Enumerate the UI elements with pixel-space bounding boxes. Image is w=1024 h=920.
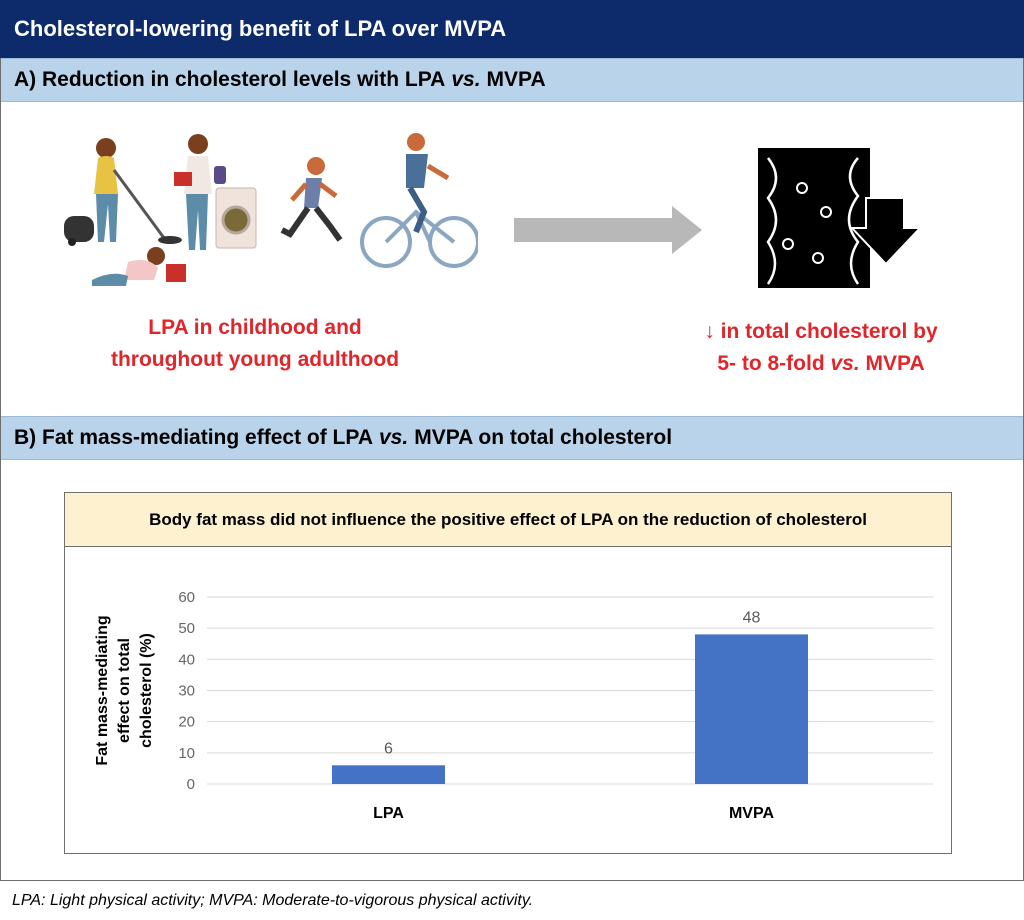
section-b-vs: vs. bbox=[379, 426, 409, 449]
page-title-text: Cholesterol-lowering benefit of LPA over… bbox=[14, 16, 507, 41]
light-activity-illustration bbox=[64, 133, 478, 286]
y-axis-label-line-3: cholesterol (%) bbox=[138, 633, 155, 748]
x-tick-label-mvpa: MVPA bbox=[729, 805, 774, 822]
data-label-lpa: 6 bbox=[384, 740, 393, 757]
y-tick-label-40: 40 bbox=[178, 651, 195, 668]
lpa-caption-line1: LPA in childhood and bbox=[148, 316, 362, 339]
artery-cholesterol-icon bbox=[758, 148, 923, 288]
y-tick-label-30: 30 bbox=[178, 683, 195, 700]
section-b-header: B) Fat mass-mediating effect of LPA vs. … bbox=[0, 416, 1024, 460]
fold-text: 5- to 8-fold bbox=[717, 352, 825, 375]
cholesterol-caption-line1: ↓ in total cholesterol by bbox=[704, 320, 938, 343]
left-border bbox=[0, 58, 1, 880]
y-axis-label-line-1: Fat mass-mediating bbox=[94, 615, 111, 765]
caption-vs: vs. bbox=[830, 352, 860, 375]
section-b-suffix: MVPA on total cholesterol bbox=[414, 426, 673, 449]
chart-frame: Body fat mass did not influence the posi… bbox=[64, 492, 952, 854]
y-tick-label-10: 10 bbox=[178, 745, 195, 762]
right-arrow-icon bbox=[514, 206, 702, 254]
bar-mvpa bbox=[695, 634, 808, 784]
bar-lpa bbox=[332, 765, 445, 784]
y-tick-label-50: 50 bbox=[178, 620, 195, 637]
page-title: Cholesterol-lowering benefit of LPA over… bbox=[0, 0, 1024, 58]
caption-mvpa: MVPA bbox=[865, 352, 925, 375]
y-tick-label-20: 20 bbox=[178, 714, 195, 731]
lpa-caption: LPA in childhood and throughout young ad… bbox=[60, 312, 450, 376]
cyclist-icon bbox=[360, 133, 478, 268]
section-a-prefix: A) Reduction in cholesterol levels with … bbox=[14, 68, 446, 91]
cholesterol-caption: ↓ in total cholesterol by 5- to 8-fold v… bbox=[666, 316, 976, 380]
section-a-header: A) Reduction in cholesterol levels with … bbox=[0, 58, 1024, 102]
floor-cleaning-person-icon bbox=[92, 247, 186, 286]
section-a-panel: LPA in childhood and throughout young ad… bbox=[0, 102, 1024, 416]
footer-note: LPA: Light physical activity; MVPA: Mode… bbox=[0, 880, 1024, 920]
footer-text: LPA: Light physical activity; MVPA: Mode… bbox=[12, 891, 534, 909]
data-label-mvpa: 48 bbox=[743, 609, 761, 626]
section-a-suffix: MVPA bbox=[486, 68, 546, 91]
x-tick-label-lpa: LPA bbox=[373, 805, 404, 822]
y-tick-label-60: 60 bbox=[178, 589, 195, 606]
vacuuming-person-icon bbox=[64, 138, 182, 246]
down-arrow-icon bbox=[849, 197, 923, 266]
section-a-vs: vs. bbox=[451, 68, 481, 91]
chart-banner-text: Body fat mass did not influence the posi… bbox=[149, 509, 867, 529]
y-axis-label-line-2: effect on total bbox=[116, 638, 133, 743]
chart-banner: Body fat mass did not influence the posi… bbox=[65, 493, 951, 547]
section-b-prefix: B) Fat mass-mediating effect of LPA bbox=[14, 426, 373, 449]
cholesterol-caption-line2: 5- to 8-fold vs. MVPA bbox=[666, 348, 976, 380]
runner-icon bbox=[280, 157, 343, 242]
bar-chart: 0 10 20 30 40 50 60 Fat mass-mediating effect on… bbox=[94, 589, 933, 822]
y-tick-label-0: 0 bbox=[187, 776, 195, 793]
laundry-person-icon bbox=[174, 134, 257, 250]
lpa-caption-line2: throughout young adulthood bbox=[110, 348, 400, 371]
